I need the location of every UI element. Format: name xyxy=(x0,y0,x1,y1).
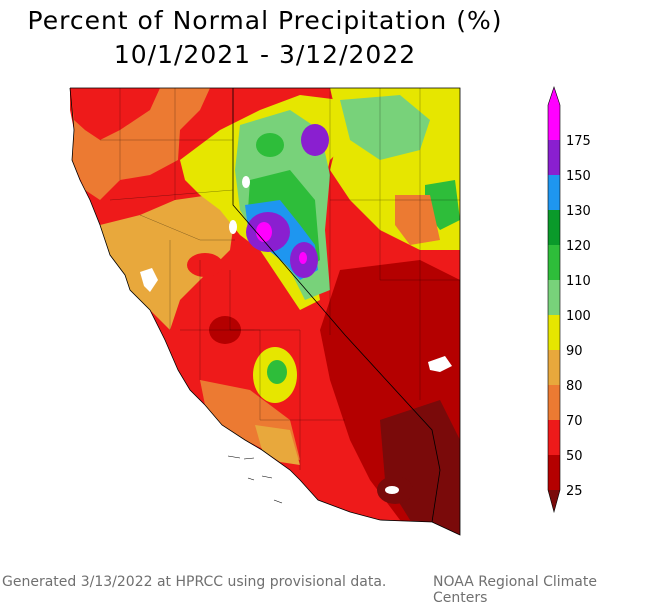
zone-ne-green xyxy=(340,95,430,160)
zone-cv-red xyxy=(187,253,223,277)
legend-top-arrow xyxy=(548,87,560,105)
legend-label-50: 50 xyxy=(566,449,583,464)
sf-bay xyxy=(140,268,158,292)
legend-bottom-arrow xyxy=(548,490,560,512)
legend-label-25: 25 xyxy=(566,484,583,499)
legend-swatch-175 xyxy=(548,105,560,140)
legend-swatch-120 xyxy=(548,210,560,245)
zone-socal-tan xyxy=(255,425,300,465)
generated-note: Generated 3/13/2022 at HPRCC using provi… xyxy=(2,574,387,590)
zone-nw-red xyxy=(70,88,160,140)
coastline xyxy=(69,87,381,521)
zone-nnv-purple xyxy=(301,124,329,156)
county-lines xyxy=(100,88,460,470)
legend-swatch-100 xyxy=(548,280,560,315)
zone-nnv-green xyxy=(256,133,284,157)
legend-swatch-150 xyxy=(548,140,560,175)
zone-ne-orange xyxy=(395,195,440,245)
legend-label-70: 70 xyxy=(566,414,583,429)
channel-islands xyxy=(227,455,283,504)
legend-swatch-80 xyxy=(548,350,560,385)
zone-tahoe-magenta xyxy=(256,222,272,242)
zone-mono-magenta xyxy=(299,252,307,264)
source-credit: NOAA Regional Climate Centers xyxy=(433,574,597,606)
lake-tahoe xyxy=(229,220,237,234)
lake-pyramid xyxy=(242,176,250,188)
lake-salton xyxy=(385,486,399,494)
legend-label-120: 120 xyxy=(566,239,591,254)
legend-label-90: 90 xyxy=(566,344,583,359)
legend-swatch-130 xyxy=(548,175,560,210)
legend-label-110: 110 xyxy=(566,274,591,289)
map-date-range: 10/1/2021 - 3/12/2022 xyxy=(113,40,417,69)
legend-swatch-50 xyxy=(548,420,560,455)
legend-label-80: 80 xyxy=(566,379,583,394)
legend-swatch-110 xyxy=(548,245,560,280)
lake-mead xyxy=(428,356,452,372)
zone-ssierra-green xyxy=(267,360,287,384)
legend-label-175: 175 xyxy=(566,134,591,149)
state-border xyxy=(70,87,461,536)
legend-outline xyxy=(547,86,561,514)
legend-label-100: 100 xyxy=(566,309,591,324)
legend-label-150: 150 xyxy=(566,169,591,184)
legend-swatch-90 xyxy=(548,315,560,350)
legend-swatch-70 xyxy=(548,385,560,420)
zone-valley-tan xyxy=(100,195,235,330)
legend-swatch-25 xyxy=(548,455,560,490)
legend-label-130: 130 xyxy=(566,204,591,219)
map-title: Percent of Normal Precipitation (%) xyxy=(27,6,503,35)
